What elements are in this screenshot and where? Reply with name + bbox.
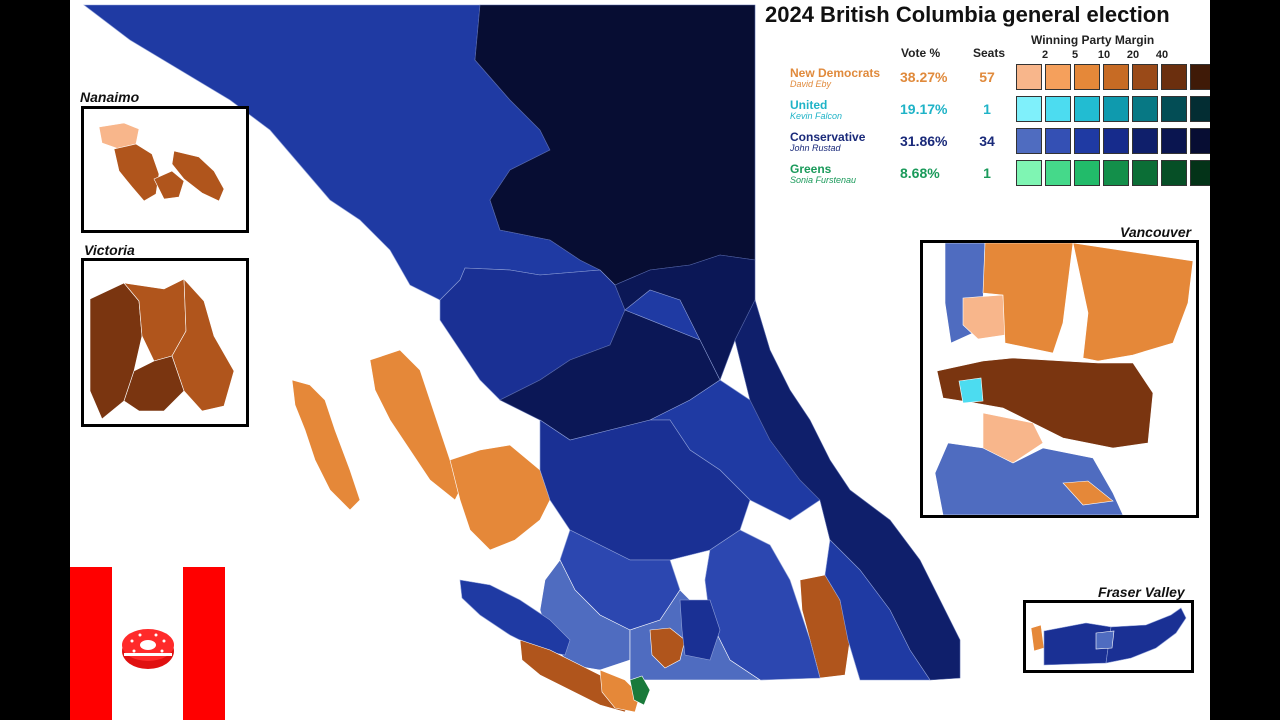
margin-swatch [1016, 64, 1042, 90]
margin-swatch [1074, 96, 1100, 122]
margin-swatch [1132, 64, 1158, 90]
margin-tick: 5 [1071, 49, 1079, 61]
nanaimo-label: Nanaimo [80, 89, 140, 105]
riding-nanaimo-south[interactable] [171, 150, 225, 202]
vancouver-label: Vancouver [1120, 224, 1192, 240]
victoria-label: Victoria [84, 242, 135, 258]
party-leader: Sonia Furstenau [790, 175, 857, 185]
margin-swatch [1161, 128, 1187, 154]
margin-tick: 20 [1126, 49, 1140, 61]
riding-island-south[interactable] [599, 669, 641, 713]
margin-swatch [1016, 96, 1042, 122]
party-seats: 34 [979, 133, 995, 149]
margin-swatch [1016, 128, 1042, 154]
margin-swatch [1103, 160, 1129, 186]
party-seats: 1 [983, 101, 991, 117]
map-canvas: 2024 British Columbia general election V… [70, 0, 1210, 720]
riding-vancouver-united[interactable] [958, 377, 984, 404]
party-leader: Kevin Falcon [790, 111, 843, 121]
margin-swatch [1190, 160, 1210, 186]
margin-swatch [1045, 128, 1071, 154]
victoria-inset [81, 258, 249, 427]
riding-fraser-east[interactable] [1105, 607, 1187, 664]
riding-east-mid[interactable] [624, 289, 821, 521]
party-vote-percent: 31.86% [900, 133, 948, 149]
margin-swatch [1132, 160, 1158, 186]
margin-tick: 40 [1155, 49, 1169, 61]
party-vote-percent: 38.27% [900, 69, 948, 85]
riding-nanaimo-central[interactable] [113, 143, 160, 202]
margin-tick: 10 [1097, 49, 1111, 61]
nanaimo-inset [81, 106, 249, 233]
riding-fraser-light[interactable] [1095, 630, 1115, 650]
party-vote-percent: 19.17% [900, 101, 948, 117]
party-name: Conservative [790, 130, 866, 144]
riding-lower-mainland[interactable] [649, 627, 686, 669]
riding-kootenay-east[interactable] [824, 539, 931, 681]
margin-swatch [1161, 160, 1187, 186]
party-seats: 57 [979, 69, 995, 85]
margin-swatch [1132, 128, 1158, 154]
margin-swatch [1161, 96, 1187, 122]
margin-swatch [1132, 96, 1158, 122]
riding-victoria-south[interactable] [123, 355, 185, 412]
party-name: Greens [790, 162, 832, 176]
riding-fraser-canyon[interactable] [679, 599, 721, 661]
riding-island-north[interactable] [459, 579, 571, 656]
party-leader: John Rustad [790, 143, 841, 153]
riding-island-mid[interactable] [519, 639, 631, 713]
riding-north-coast[interactable] [369, 349, 466, 501]
margin-swatch [1190, 128, 1210, 154]
party-name: New Democrats [790, 66, 881, 80]
party-leader: David Eby [790, 79, 832, 89]
flag-bar-right [183, 567, 225, 720]
canada-flag-logo [70, 567, 225, 720]
margin-swatch [1074, 160, 1100, 186]
margin-swatch [1074, 128, 1100, 154]
bc-main-map [83, 4, 961, 713]
margin-swatch [1045, 96, 1071, 122]
vote-header: Vote % [901, 46, 941, 60]
party-vote-percent: 8.68% [900, 165, 940, 181]
fraser-valley-label: Fraser Valley [1098, 584, 1185, 600]
margin-swatch [1016, 160, 1042, 186]
riding-vancouver-north[interactable] [982, 243, 1074, 354]
page-title: 2024 British Columbia general election [765, 2, 1170, 27]
riding-vancouver-core[interactable] [936, 357, 1154, 449]
margin-tick: 2 [1041, 49, 1049, 61]
margin-header: Winning Party Margin [1031, 33, 1155, 47]
riding-victoria-east[interactable] [171, 278, 235, 412]
riding-east-rockies[interactable] [734, 299, 961, 681]
margin-swatch [1161, 64, 1187, 90]
party-seats: 1 [983, 165, 991, 181]
party-name: United [790, 98, 828, 112]
margin-swatch [1190, 64, 1210, 90]
riding-delta[interactable] [934, 442, 1124, 515]
vancouver-inset [920, 240, 1199, 518]
margin-swatch [1045, 160, 1071, 186]
riding-surrey-ndp[interactable] [1062, 480, 1114, 506]
riding-richmond[interactable] [982, 412, 1044, 464]
flag-bar-left [70, 567, 112, 720]
seats-header: Seats [973, 46, 1006, 60]
margin-swatch [1103, 96, 1129, 122]
margin-swatch [1103, 64, 1129, 90]
margin-swatch [1074, 64, 1100, 90]
riding-vancouver-northeast[interactable] [1072, 243, 1194, 362]
riding-haida[interactable] [291, 379, 361, 511]
riding-green-south-island[interactable] [629, 675, 651, 706]
margin-swatch [1045, 64, 1071, 90]
margin-swatch [1103, 128, 1129, 154]
fraser-valley-inset [1023, 600, 1194, 673]
margin-swatch [1190, 96, 1210, 122]
riding-mid-coast[interactable] [449, 444, 551, 551]
riding-fraser-west[interactable] [1030, 624, 1045, 652]
riding-vancouver-north-light[interactable] [962, 294, 1006, 340]
bagel-icon [122, 629, 174, 669]
riding-nanaimo-east[interactable] [153, 170, 185, 200]
